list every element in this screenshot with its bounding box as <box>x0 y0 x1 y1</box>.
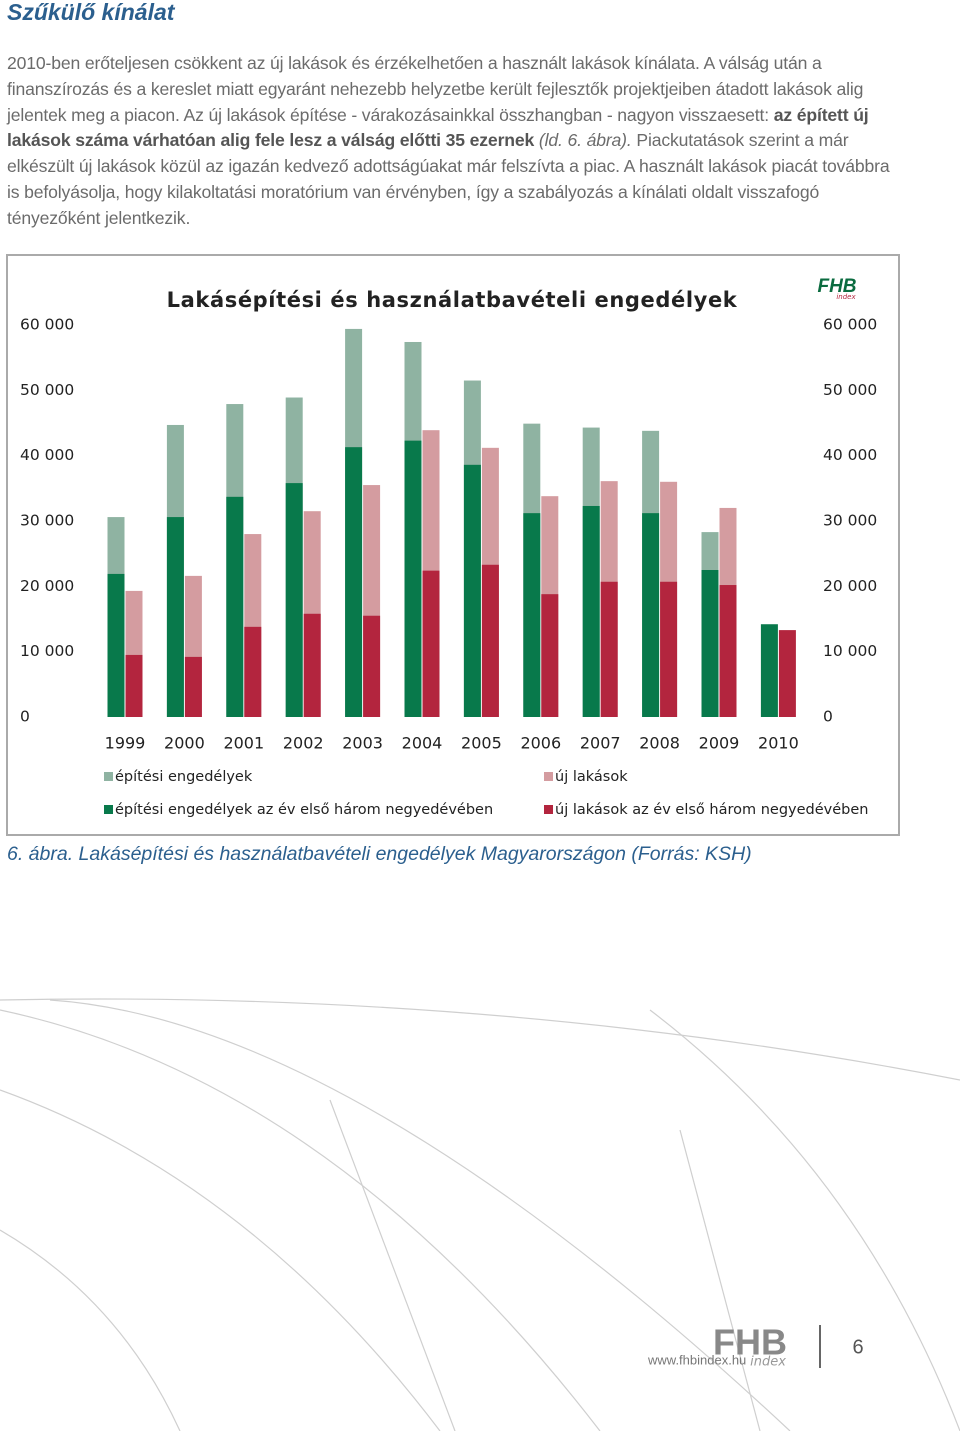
legend-label: új lakások <box>555 769 628 785</box>
bold-text: az épített új lakások száma várhatóan al… <box>7 104 869 151</box>
x-tick-label: 2004 <box>402 734 443 753</box>
x-tick-label: 2002 <box>283 734 324 753</box>
bar <box>166 517 184 717</box>
bar <box>523 513 541 717</box>
reference: (ld. 6. ábra). <box>534 130 632 151</box>
x-tick-label: 2010 <box>758 734 799 753</box>
decor <box>49 999 791 1431</box>
bar <box>125 654 143 717</box>
logo: FHB <box>817 276 856 297</box>
decor <box>0 998 960 1081</box>
bar <box>303 613 321 717</box>
decor <box>679 1129 761 1431</box>
bar <box>463 464 481 717</box>
y2-tick-label: 50 000 <box>823 381 877 399</box>
y2-tick-label: 40 000 <box>823 446 877 464</box>
bar <box>244 626 262 717</box>
bar <box>701 570 719 717</box>
bar <box>600 581 618 717</box>
bar <box>345 447 363 717</box>
legend-label: építési engedélyek <box>115 769 253 785</box>
bar <box>642 513 660 717</box>
chart-title: Lakásépítési és használatbavételi engedé… <box>167 288 738 312</box>
bar <box>660 581 678 717</box>
bar <box>582 505 600 717</box>
x-tick-label: 2003 <box>342 734 383 753</box>
page-number: 6 <box>852 1336 863 1358</box>
legend-swatch <box>544 772 553 781</box>
x-tick-label: 1999 <box>105 734 146 753</box>
y-tick-label: 0 <box>20 708 30 726</box>
legend-label: új lakások az év első három negyedévében <box>555 802 869 818</box>
text: 2010-ben erőteljesen csökkent az új laká… <box>7 53 864 125</box>
bar <box>184 656 202 717</box>
x-tick-label: 2009 <box>699 734 740 753</box>
legend-swatch <box>544 805 553 814</box>
decor <box>0 1009 601 1431</box>
bar <box>363 615 381 717</box>
bar <box>285 483 303 717</box>
bar <box>481 564 499 717</box>
x-tick-label: 2006 <box>520 734 561 753</box>
x-tick-label: 2005 <box>461 734 502 753</box>
y2-tick-label: 30 000 <box>823 512 877 530</box>
logo-sub: index <box>836 293 856 301</box>
footer-logo: FHB <box>713 1322 787 1363</box>
y2-tick-label: 20 000 <box>823 577 877 595</box>
footer-url: www.fhbindex.hu <box>647 1352 746 1367</box>
bar <box>719 585 737 717</box>
y2-tick-label: 0 <box>823 708 833 726</box>
bar <box>404 440 422 717</box>
x-tick-label: 2000 <box>164 734 205 753</box>
bar <box>422 570 440 717</box>
text: Piackutatások szerint a már elkészült új… <box>7 130 890 228</box>
decor <box>329 1099 456 1431</box>
legend-swatch <box>104 772 113 781</box>
x-tick-label: 2001 <box>223 734 264 753</box>
decor <box>0 1229 181 1431</box>
y-tick-label: 40 000 <box>20 446 74 464</box>
x-tick-label: 2007 <box>580 734 621 753</box>
bar <box>778 630 796 717</box>
bar <box>107 573 125 717</box>
decor <box>0 1089 441 1431</box>
bar <box>541 594 559 717</box>
bar <box>760 624 778 717</box>
y2-tick-label: 10 000 <box>823 642 877 660</box>
y-tick-label: 20 000 <box>20 577 74 595</box>
chart-frame <box>6 254 900 836</box>
footer-logo-sub: index <box>750 1355 786 1370</box>
y-tick-label: 10 000 <box>20 642 74 660</box>
bar <box>226 496 244 717</box>
legend-label: építési engedélyek az év első három negy… <box>115 802 493 818</box>
y-tick-label: 60 000 <box>20 316 74 334</box>
paragraph: 2010-ben erőteljesen csökkent az új laká… <box>7 51 899 232</box>
y-tick-label: 50 000 <box>20 381 74 399</box>
heading: Szűkülő kínálat <box>7 0 175 25</box>
decor <box>649 1009 960 1431</box>
y2-tick-label: 60 000 <box>823 316 877 334</box>
y-tick-label: 30 000 <box>20 512 74 530</box>
legend-swatch <box>104 805 113 814</box>
caption: 6. ábra. Lakásépítési és használatbavéte… <box>7 843 752 865</box>
x-tick-label: 2008 <box>639 734 680 753</box>
decor-lines <box>0 998 960 1431</box>
